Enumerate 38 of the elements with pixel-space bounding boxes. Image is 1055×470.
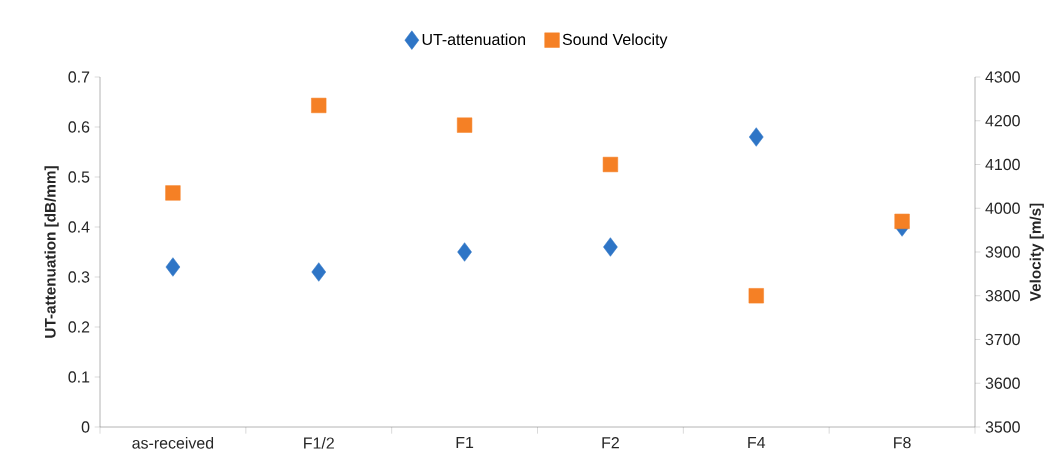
legend-label: Sound Velocity [562,33,668,49]
y2-axis-title: Velocity [m/s] [1029,203,1044,302]
point [894,213,910,229]
y2-tick-label: 4000 [985,202,1020,214]
y-tick-label: 0.6 [68,121,90,133]
point [457,242,472,262]
legend-label: UT-attenuation [422,33,526,46]
point [456,117,473,133]
y-tick-label: 0.5 [68,171,90,183]
y2-tick-label: 4300 [985,71,1020,83]
point [165,185,181,201]
x-tick-label: F4 [748,437,766,448]
y2-tick-label: 4100 [985,158,1020,171]
point [603,237,618,257]
y-tick-label: 0.7 [68,71,90,83]
y-tick-label: 0.3 [68,271,90,283]
point [165,257,181,277]
y2-tick-label: 3900 [985,246,1020,258]
point [311,97,327,114]
x-tick-label: F8 [894,437,911,449]
y2-tick-label: 3700 [985,333,1020,346]
y-tick-label: 0.4 [68,221,90,233]
y2-tick-label: 3600 [985,377,1020,389]
point [748,127,764,147]
x-tick-label: F2 [602,437,619,449]
point [311,262,327,282]
y-tick-label: 0.1 [68,371,90,383]
y2-tick-label: 3800 [985,290,1020,302]
y-axis-title: UT-attenuation [dB/mm] [44,166,59,338]
x-tick-label: as-received [132,437,214,449]
x-tick-label: F1/2 [304,437,334,449]
point [748,288,764,304]
y-tick-label: 0.2 [68,321,90,333]
point [602,156,619,173]
y2-tick-label: 3500 [985,421,1020,433]
x-tick-label: F1 [456,437,474,448]
y2-tick-label: 4200 [985,115,1020,127]
y-tick-label: 0 [81,421,90,433]
